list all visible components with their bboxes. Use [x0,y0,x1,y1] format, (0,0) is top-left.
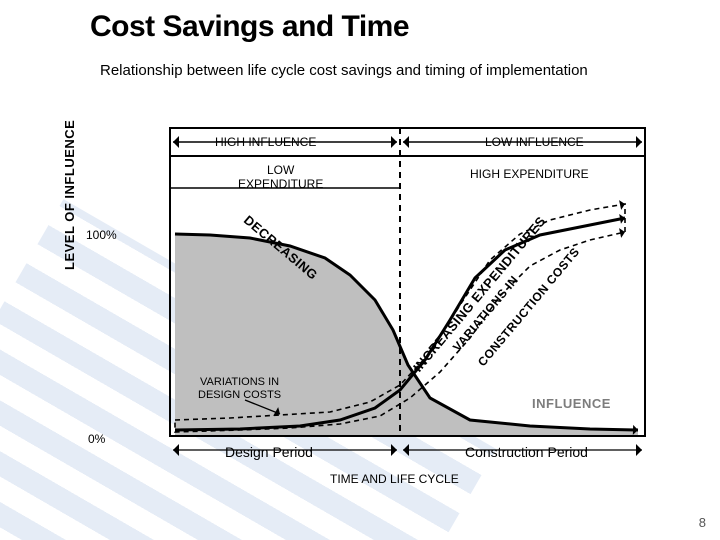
page-number: 8 [699,515,706,530]
x-axis-label: TIME AND LIFE CYCLE [330,472,459,486]
label-low-expenditure: LOW EXPENDITURE [238,164,323,192]
label-low-influence: LOW INFLUENCE [485,136,584,150]
y-axis-label: LEVEL OF INFLUENCE [62,120,77,270]
y-tick-0: 0% [88,432,105,446]
chart-plot-area: HIGH INFLUENCE LOW INFLUENCE LOW EXPENDI… [130,100,650,470]
label-influence-tail: INFLUENCE [532,396,611,411]
label-high-influence: HIGH INFLUENCE [215,136,316,150]
chart-wrapper: LEVEL OF INFLUENCE 100% 0% HIGH INFLUENC… [90,100,650,480]
chart-svg [130,100,650,470]
slide-subtitle: Relationship between life cycle cost sav… [100,62,588,79]
label-variations-design: VARIATIONS IN DESIGN COSTS [198,376,281,401]
y-tick-100: 100% [86,228,117,242]
slide-title: Cost Savings and Time [90,10,409,44]
label-construction-period: Construction Period [465,444,588,460]
label-high-expenditure: HIGH EXPENDITURE [470,168,589,182]
label-design-period: Design Period [225,444,313,460]
slide-canvas: Cost Savings and Time Relationship betwe… [0,0,720,540]
